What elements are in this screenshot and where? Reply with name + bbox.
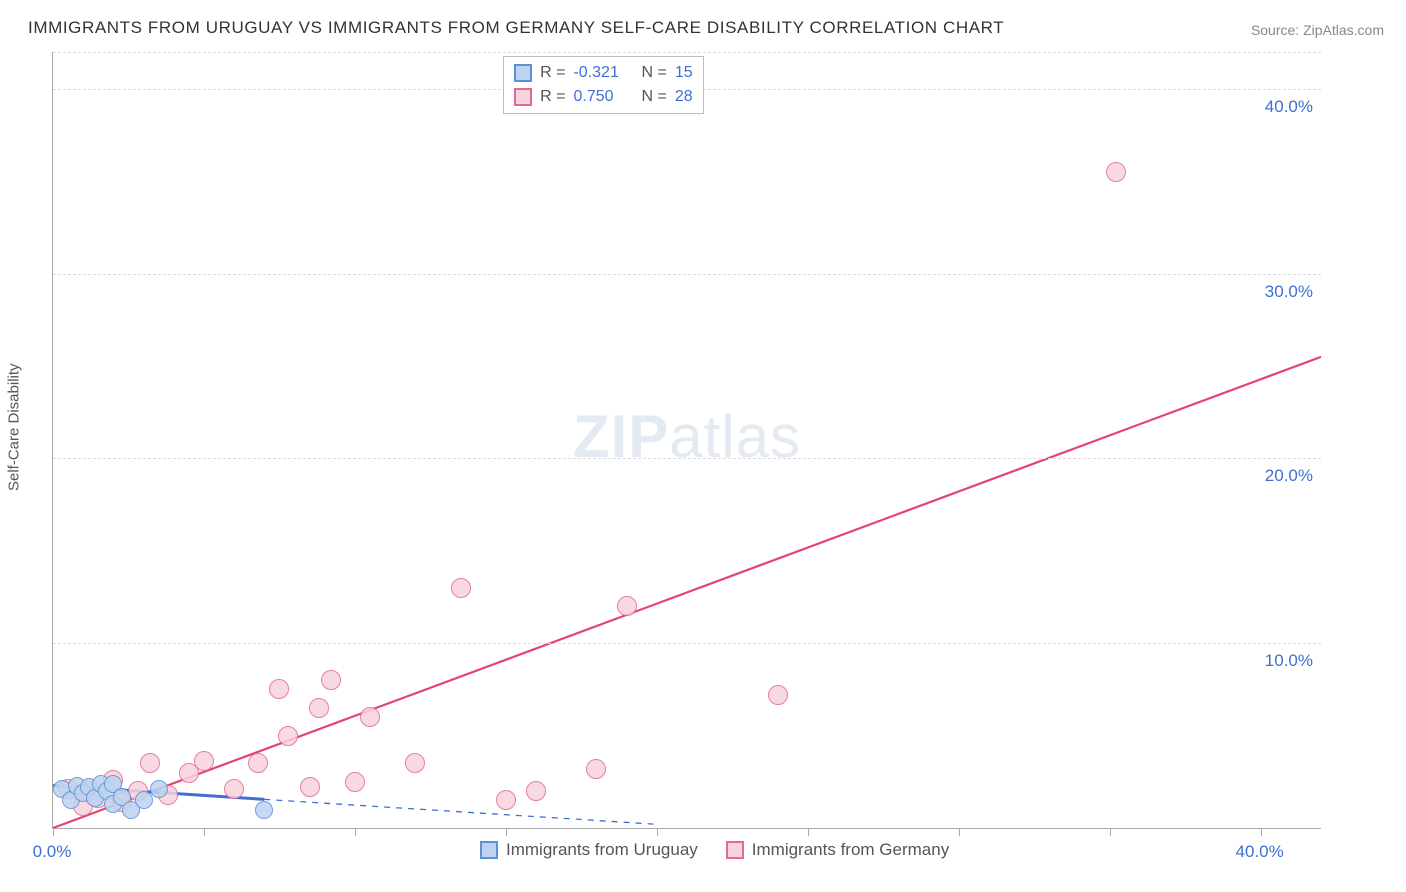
data-point-germany [526, 781, 546, 801]
x-tick [355, 828, 356, 836]
x-tick [808, 828, 809, 836]
data-point-germany [345, 772, 365, 792]
data-point-germany [224, 779, 244, 799]
x-tick [1261, 828, 1262, 836]
stats-swatch-germany [514, 88, 532, 106]
data-point-germany [617, 596, 637, 616]
plot-area: ZIPatlas 10.0%20.0%30.0%40.0%R =-0.321N … [52, 52, 1321, 829]
legend-item-uruguay: Immigrants from Uruguay [480, 840, 698, 860]
stats-r-value: -0.321 [573, 61, 633, 85]
stats-n-label: N = [641, 85, 666, 109]
data-point-germany [768, 685, 788, 705]
legend-swatch-germany [726, 841, 744, 859]
x-tick [959, 828, 960, 836]
gridline-h [53, 643, 1321, 644]
stats-n-value: 28 [675, 85, 693, 109]
gridline-h [53, 52, 1321, 53]
gridline-h [53, 274, 1321, 275]
y-axis-label: Self-Care Disability [6, 363, 23, 491]
x-tick [1110, 828, 1111, 836]
data-point-uruguay [150, 780, 168, 798]
data-point-germany [300, 777, 320, 797]
data-point-germany [360, 707, 380, 727]
stats-n-value: 15 [675, 61, 693, 85]
x-tick [657, 828, 658, 836]
y-tick-label: 40.0% [1265, 97, 1313, 117]
data-point-uruguay [255, 801, 273, 819]
data-point-germany [451, 578, 471, 598]
x-tick [506, 828, 507, 836]
stats-swatch-uruguay [514, 64, 532, 82]
x-tick [53, 828, 54, 836]
data-point-germany [405, 753, 425, 773]
data-point-germany [1106, 162, 1126, 182]
stats-row-uruguay: R = -0.321 N = 15 [514, 61, 692, 85]
data-point-germany [248, 753, 268, 773]
legend: Immigrants from Uruguay Immigrants from … [480, 840, 949, 860]
x-tick [204, 828, 205, 836]
x-tick-label: 40.0% [1236, 842, 1284, 862]
x-tick-label: 0.0% [33, 842, 72, 862]
data-point-germany [140, 753, 160, 773]
regression-line [264, 799, 656, 824]
y-tick-label: 10.0% [1265, 651, 1313, 671]
y-tick-label: 20.0% [1265, 466, 1313, 486]
legend-item-germany: Immigrants from Germany [726, 840, 949, 860]
legend-label-uruguay: Immigrants from Uruguay [506, 840, 698, 860]
stats-box: R = -0.321 N = 15 R = 0.750 N = 28 [503, 56, 703, 114]
gridline-h [53, 458, 1321, 459]
stats-r-label: R = [540, 61, 565, 85]
stats-row-germany: R = 0.750 N = 28 [514, 85, 692, 109]
regression-line [53, 357, 1321, 828]
regression-lines-layer [53, 52, 1321, 828]
data-point-germany [496, 790, 516, 810]
stats-r-value: 0.750 [573, 85, 633, 109]
y-tick-label: 30.0% [1265, 282, 1313, 302]
legend-swatch-uruguay [480, 841, 498, 859]
data-point-germany [586, 759, 606, 779]
data-point-germany [321, 670, 341, 690]
data-point-uruguay [135, 791, 153, 809]
stats-n-label: N = [641, 61, 666, 85]
data-point-germany [309, 698, 329, 718]
data-point-germany [278, 726, 298, 746]
stats-r-label: R = [540, 85, 565, 109]
data-point-germany [194, 751, 214, 771]
legend-label-germany: Immigrants from Germany [752, 840, 949, 860]
chart-title: IMMIGRANTS FROM URUGUAY VS IMMIGRANTS FR… [28, 18, 1004, 38]
source-attribution: Source: ZipAtlas.com [1251, 22, 1384, 38]
data-point-germany [269, 679, 289, 699]
